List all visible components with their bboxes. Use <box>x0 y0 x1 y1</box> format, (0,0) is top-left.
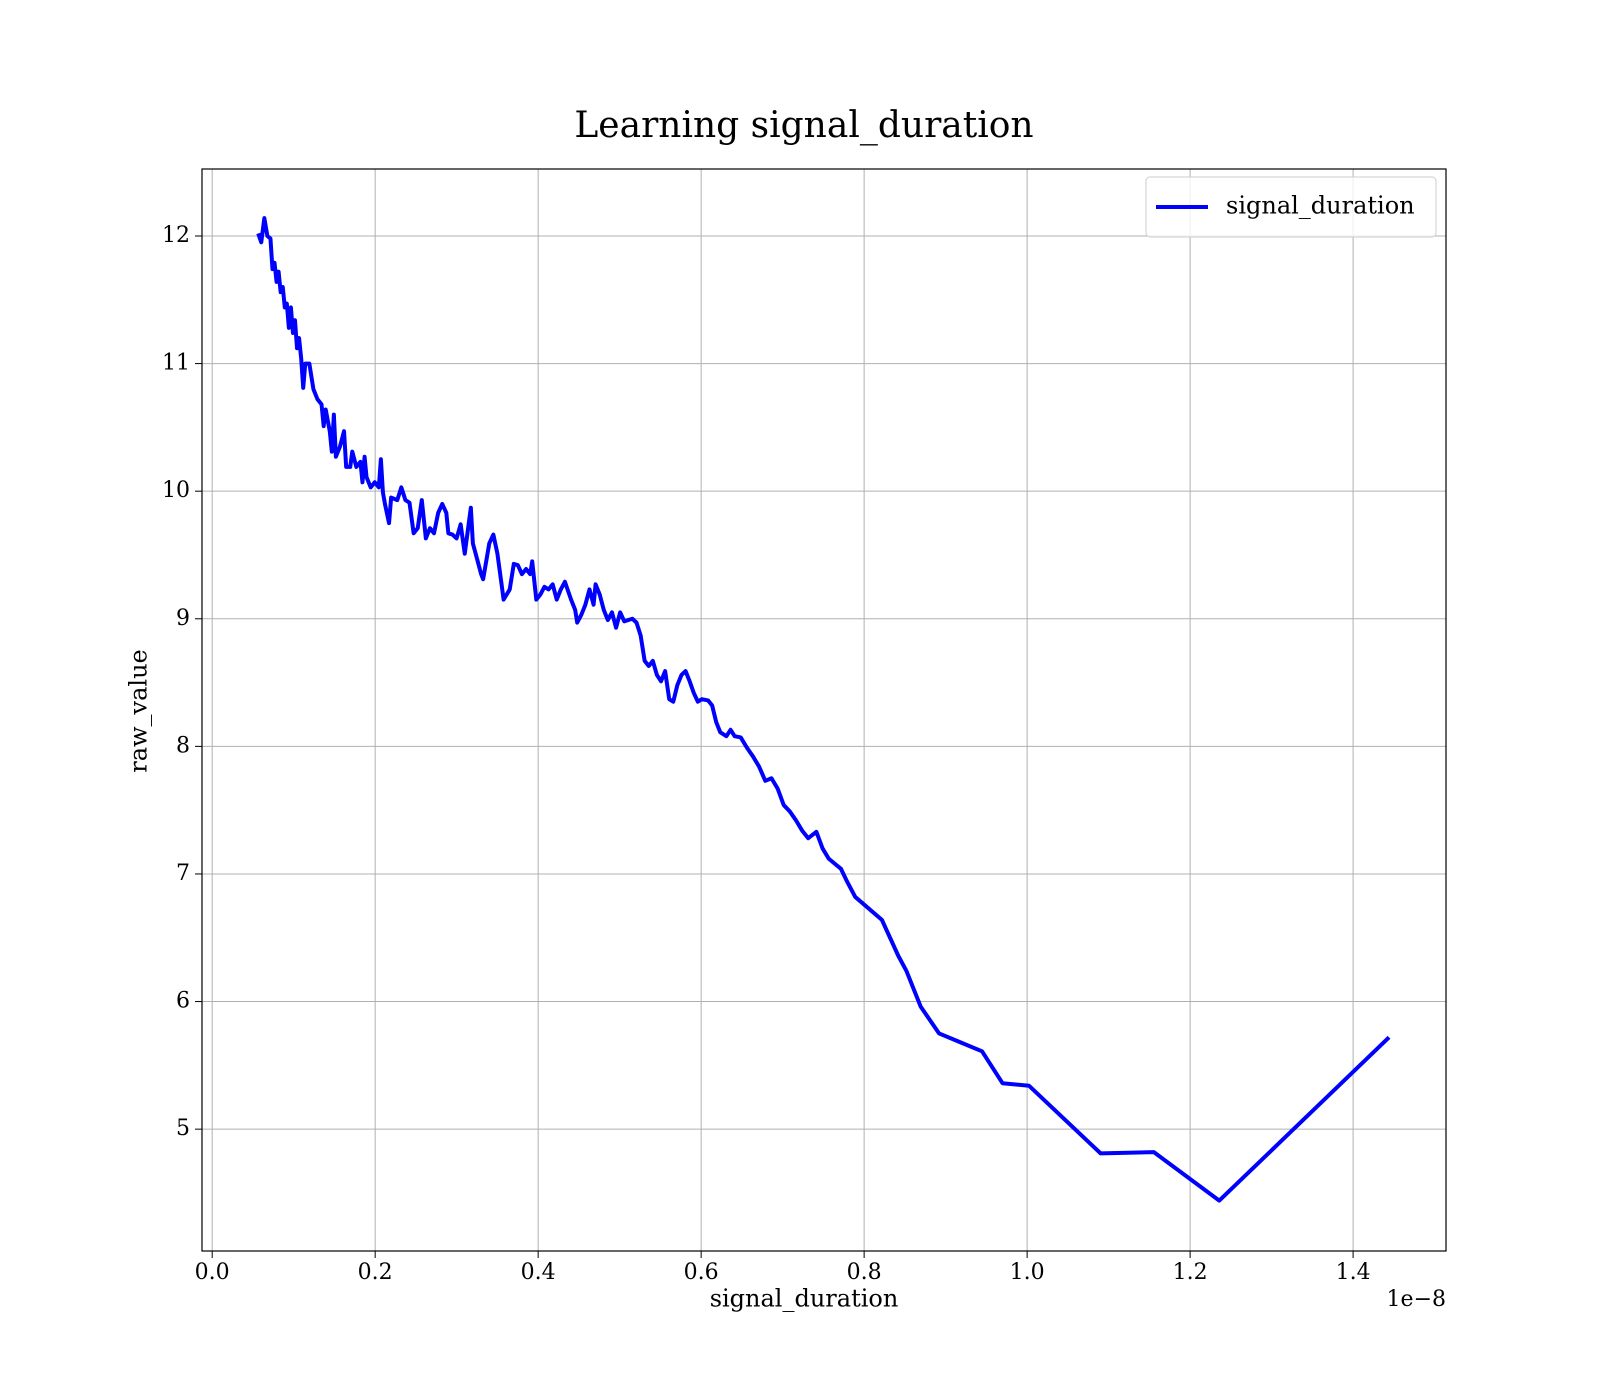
legend-label: signal_duration <box>1226 192 1415 220</box>
x-tick-label: 0.2 <box>358 1260 393 1285</box>
x-tick-label: 1.4 <box>1336 1260 1371 1285</box>
y-axis-label: raw_value <box>125 649 153 773</box>
y-tick-label: 5 <box>176 1116 190 1141</box>
x-tick-label: 0.8 <box>847 1260 882 1285</box>
x-tick-label: 1.0 <box>1010 1260 1045 1285</box>
x-tick-label: 1.2 <box>1173 1260 1208 1285</box>
y-tick-label: 9 <box>176 606 190 631</box>
legend-box <box>1145 176 1437 238</box>
data-line <box>256 216 1391 1203</box>
plot-frame <box>201 168 1447 1252</box>
x-tick-label: 0.0 <box>195 1260 230 1285</box>
y-tick-label: 8 <box>176 733 190 758</box>
chart-title: Learning signal_duration <box>574 105 1033 146</box>
x-tick-label: 0.6 <box>684 1260 719 1285</box>
y-tick-label: 7 <box>176 861 190 886</box>
x-offset-label: 1e−8 <box>1387 1287 1446 1312</box>
y-tick-label: 12 <box>162 223 190 248</box>
x-axis-label: signal_duration <box>710 1285 899 1313</box>
x-tick-label: 0.4 <box>521 1260 556 1285</box>
y-tick-label: 6 <box>176 989 190 1014</box>
y-tick-label: 11 <box>162 351 190 376</box>
y-tick-label: 10 <box>162 478 190 503</box>
